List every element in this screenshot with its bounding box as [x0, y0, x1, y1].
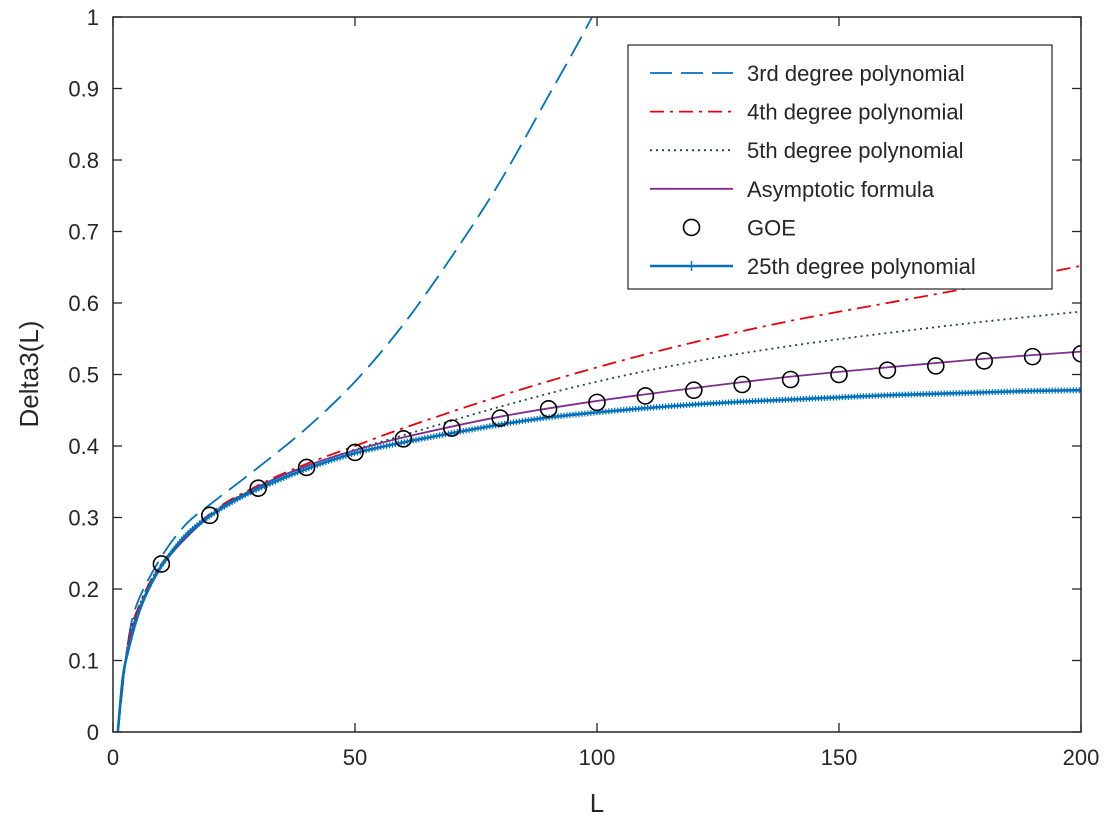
x-tick-label: 0 [107, 745, 119, 770]
goe-data-point [1072, 344, 1081, 363]
legend: 3rd degree polynomial 4th degree polynomi… [627, 44, 1053, 290]
goe-data-point [926, 357, 945, 375]
legend-item-3rd-degree-polynomial: 3rd degree polynomial [650, 61, 965, 86]
series-line-3rd-degree-polynomial [116, 17, 593, 732]
y-tick-label: 0.1 [68, 649, 99, 674]
goe-data-point [394, 430, 413, 448]
series-goe [152, 344, 1081, 573]
goe-data-point [684, 381, 703, 400]
goe-data-point [588, 393, 606, 412]
legend-label: Asymptotic formula [747, 177, 935, 202]
y-tick-label: 0.3 [68, 506, 99, 531]
goe-data-point [1023, 347, 1042, 366]
y-tick-label: 0.5 [68, 363, 99, 388]
goe-data-point [781, 370, 800, 389]
goe-data-point [733, 375, 752, 394]
y-tick-label: 0.4 [68, 434, 99, 459]
y-tick-label: 0.9 [68, 77, 99, 102]
goe-data-point [878, 361, 897, 380]
x-tick-label: 50 [343, 745, 367, 770]
goe-data-point [830, 365, 848, 384]
legend-item-4th-degree-polynomial: 4th degree polynomial [650, 100, 963, 125]
goe-data-point [442, 419, 461, 437]
x-tick-label: 150 [821, 745, 858, 770]
legend-label: 5th degree polynomial [747, 138, 963, 163]
legend-label: 4th degree polynomial [747, 100, 963, 125]
y-tick-label: 0.6 [68, 291, 99, 316]
series-3rd-degree-polynomial [116, 17, 593, 732]
goe-data-point [249, 479, 268, 497]
legend-item-25th-degree-polynomial: 25th degree polynomial [650, 254, 976, 279]
goe-data-point [297, 458, 316, 477]
goe-data-point [346, 443, 364, 462]
legend-label: 25th degree polynomial [747, 254, 976, 279]
goe-data-point [539, 400, 558, 418]
y-tick-label: 1 [87, 5, 99, 30]
series-line-4th-degree-polynomial [116, 264, 1081, 732]
legend-items: 3rd degree polynomial 4th degree polynomi… [650, 61, 976, 279]
tick-layer: 0 50 100 150 200 0 0.1 0.2 0.3 0.4 0.5 0.6 0.7 0.8 0.9… [68, 5, 1099, 770]
goe-data-point [975, 352, 994, 370]
y-tick-label: 0.7 [68, 220, 99, 245]
legend-item-asymptotic-formula: Asymptotic formula [650, 177, 935, 202]
x-tick-label: 100 [579, 745, 616, 770]
y-tick-label: 0.8 [68, 148, 99, 173]
legend-swatch [682, 218, 701, 237]
goe-data-point [152, 555, 171, 573]
goe-data-point [201, 506, 219, 525]
y-tick-label: 0 [87, 720, 99, 745]
legend-label: 3rd degree polynomial [747, 61, 965, 86]
legend-item-5th-degree-polynomial: 5th degree polynomial [650, 138, 963, 163]
series-25th-degree-polynomial [116, 387, 1081, 732]
goe-data-point [491, 409, 510, 427]
y-tick-label: 0.2 [68, 577, 99, 602]
series-4th-degree-polynomial [116, 264, 1081, 732]
y-axis-label: Delta3(L) [14, 321, 44, 428]
x-axis-label: L [590, 788, 604, 818]
series-layer [116, 17, 1081, 732]
legend-box [627, 44, 1053, 290]
x-tick-label: 200 [1063, 745, 1100, 770]
legend-item-goe: GOE [682, 215, 796, 240]
goe-data-point [636, 387, 655, 405]
legend-label: GOE [747, 215, 796, 240]
